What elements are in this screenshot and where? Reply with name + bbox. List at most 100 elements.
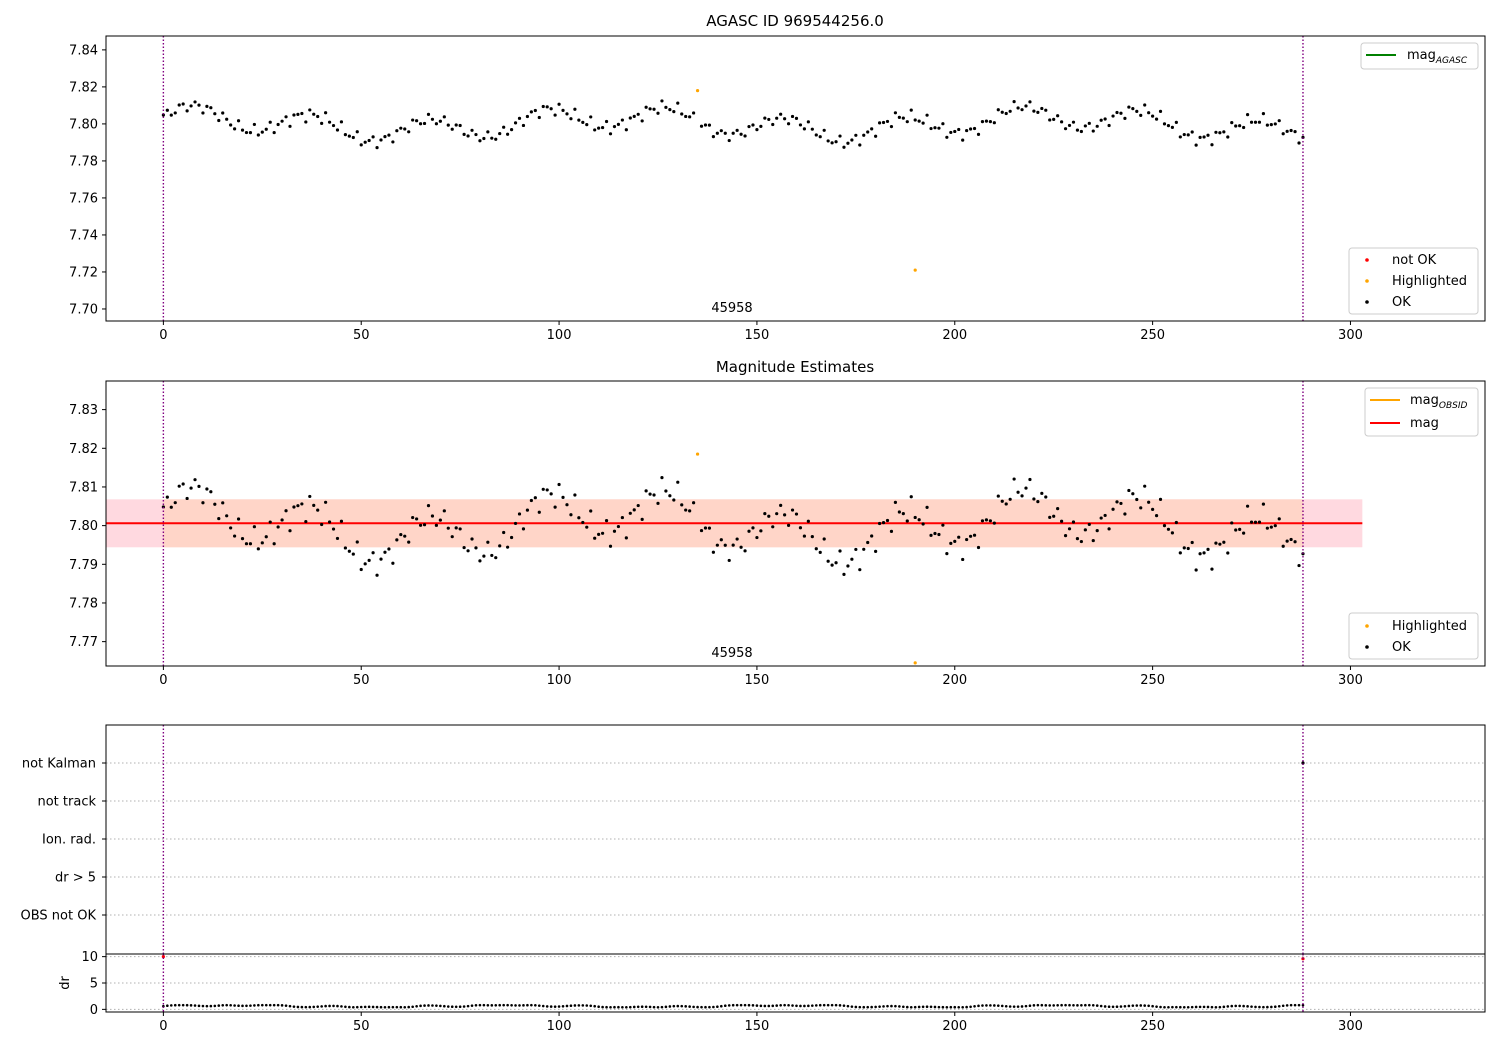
dr-point: [1064, 1003, 1067, 1007]
ok-point: [1063, 127, 1068, 131]
ok-point: [284, 115, 288, 119]
ok-point: [739, 545, 743, 549]
dr-point: [644, 1005, 648, 1009]
ok-point: [636, 503, 640, 508]
ok-point: [842, 145, 846, 149]
ok-point: [905, 120, 909, 124]
ok-point: [1162, 524, 1167, 528]
ok-point: [324, 111, 328, 115]
dr-point: [387, 1005, 391, 1009]
y-tick-label: 7.74: [69, 228, 98, 243]
ok-point: [1162, 122, 1167, 126]
ok-point: [1253, 520, 1258, 524]
ok-point: [763, 512, 767, 516]
ok-point: [672, 110, 676, 114]
dr-point: [731, 1003, 735, 1007]
ok-point: [1253, 120, 1258, 124]
dr-point: [423, 1004, 426, 1007]
ok-point: [264, 535, 268, 539]
ok-point: [980, 119, 985, 124]
dr-point: [862, 1005, 866, 1009]
dr-point: [1258, 1005, 1261, 1009]
ok-point: [553, 505, 557, 509]
dr-point: [727, 1004, 731, 1007]
ok-point: [1234, 528, 1238, 532]
dr-point: [332, 1004, 335, 1008]
dr-point: [1206, 1005, 1210, 1009]
dr-point: [553, 1005, 557, 1008]
ok-point: [1230, 121, 1234, 125]
dr-point: [712, 1005, 715, 1009]
ok-point: [411, 118, 415, 122]
ok-point: [608, 544, 613, 548]
ok-point: [676, 101, 680, 105]
ok-point: [248, 542, 253, 546]
dr-point: [1000, 1004, 1004, 1008]
ok-point: [862, 133, 866, 137]
ok-point: [585, 525, 589, 529]
ok-point: [1067, 123, 1072, 128]
dr-point: [743, 1003, 747, 1007]
dr-point: [632, 1005, 636, 1009]
dr-point: [1103, 1005, 1107, 1008]
ok-point: [1198, 552, 1202, 556]
x-tick-label: 200: [942, 1019, 967, 1034]
ok-point: [284, 509, 288, 513]
ok-point: [422, 523, 427, 527]
ok-point: [929, 533, 933, 537]
ok-point: [1060, 519, 1064, 523]
ok-point: [1052, 117, 1056, 122]
ok-point: [585, 123, 589, 127]
ok-point: [660, 99, 664, 103]
dr-point: [541, 1004, 545, 1008]
ok-point: [1087, 522, 1091, 527]
ok-point: [727, 558, 731, 563]
ok-point: [533, 108, 537, 113]
dr-point: [858, 1005, 862, 1009]
dr-point: [217, 1004, 221, 1007]
plot-frame: [105, 35, 1486, 322]
ok-point: [1293, 130, 1297, 134]
ok-point: [355, 130, 359, 134]
ok-point: [1186, 546, 1190, 551]
dr-point: [569, 1004, 573, 1007]
ok-point: [1099, 516, 1103, 520]
ok-point: [193, 100, 197, 104]
dr-point: [1143, 1004, 1147, 1007]
ok-point: [1257, 520, 1262, 524]
ok-point: [1198, 135, 1202, 139]
ok-point: [1301, 135, 1305, 139]
dr-point: [478, 1003, 482, 1007]
dr-point: [1127, 1004, 1131, 1008]
dr-point: [1171, 1005, 1174, 1009]
legend-status: Highlighted OK: [1348, 612, 1479, 660]
ok-point: [1154, 514, 1159, 518]
dr-point: [636, 1005, 640, 1009]
ok-point: [644, 105, 648, 109]
ok-point: [252, 525, 256, 529]
ok-point: [355, 540, 359, 544]
ok-point: [320, 121, 324, 125]
dr-point: [787, 1003, 790, 1007]
ok-point: [367, 138, 371, 143]
dr-point: [308, 1005, 312, 1009]
dr-point: [1238, 1004, 1241, 1008]
ok-point: [933, 126, 937, 130]
ok-point: [1178, 551, 1182, 555]
ok-point: [517, 512, 522, 516]
ok-point: [244, 130, 249, 135]
legend-status: not OK Highlighted OK: [1348, 247, 1479, 315]
ok-point: [953, 539, 957, 543]
ok-point: [1289, 537, 1293, 542]
dr-point: [1088, 1003, 1091, 1007]
ok-point: [608, 132, 613, 136]
dr-point: [621, 1005, 624, 1009]
dr-point: [1198, 1005, 1202, 1009]
dr-point: [431, 1004, 434, 1007]
ok-point: [1119, 501, 1123, 506]
ok-point: [806, 120, 810, 124]
ok-point: [688, 509, 692, 513]
ok-point: [1016, 106, 1020, 110]
dr-panel: 0 50 100 150 200 250 300 0 5 10 dr: [58, 950, 1486, 1034]
dr-point: [1179, 1005, 1182, 1009]
